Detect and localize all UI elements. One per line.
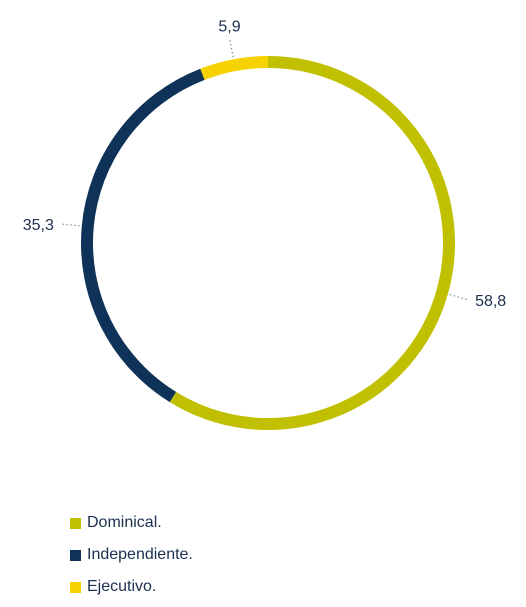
legend-label-dominical: Dominical. bbox=[87, 514, 162, 531]
legend-item-independiente: Independiente. bbox=[70, 543, 193, 567]
legend-swatch-dominical bbox=[70, 517, 81, 529]
donut-slice-ejecutivo bbox=[200, 56, 269, 80]
donut-chart: 58,8 35,3 5,9 bbox=[23, 19, 506, 430]
data-label-dominical: 58,8 bbox=[475, 293, 506, 310]
data-label-independiente: 35,3 bbox=[23, 217, 54, 234]
donut-slice-dominical bbox=[169, 56, 455, 430]
legend: Dominical. Independiente. Ejecutivo. bbox=[70, 511, 193, 607]
legend-swatch-ejecutivo bbox=[70, 581, 81, 593]
leader-line-ejecutivo bbox=[228, 37, 234, 58]
leader-line-dominical bbox=[449, 294, 470, 301]
legend-label-ejecutivo: Ejecutivo. bbox=[87, 578, 157, 595]
data-label-ejecutivo: 5,9 bbox=[218, 19, 240, 36]
leader-line-independiente bbox=[59, 223, 80, 227]
legend-swatch-independiente bbox=[70, 549, 81, 561]
donut-slice-independiente bbox=[81, 68, 205, 403]
legend-label-independiente: Independiente. bbox=[87, 546, 193, 563]
legend-item-dominical: Dominical. bbox=[70, 511, 193, 535]
legend-item-ejecutivo: Ejecutivo. bbox=[70, 575, 193, 599]
